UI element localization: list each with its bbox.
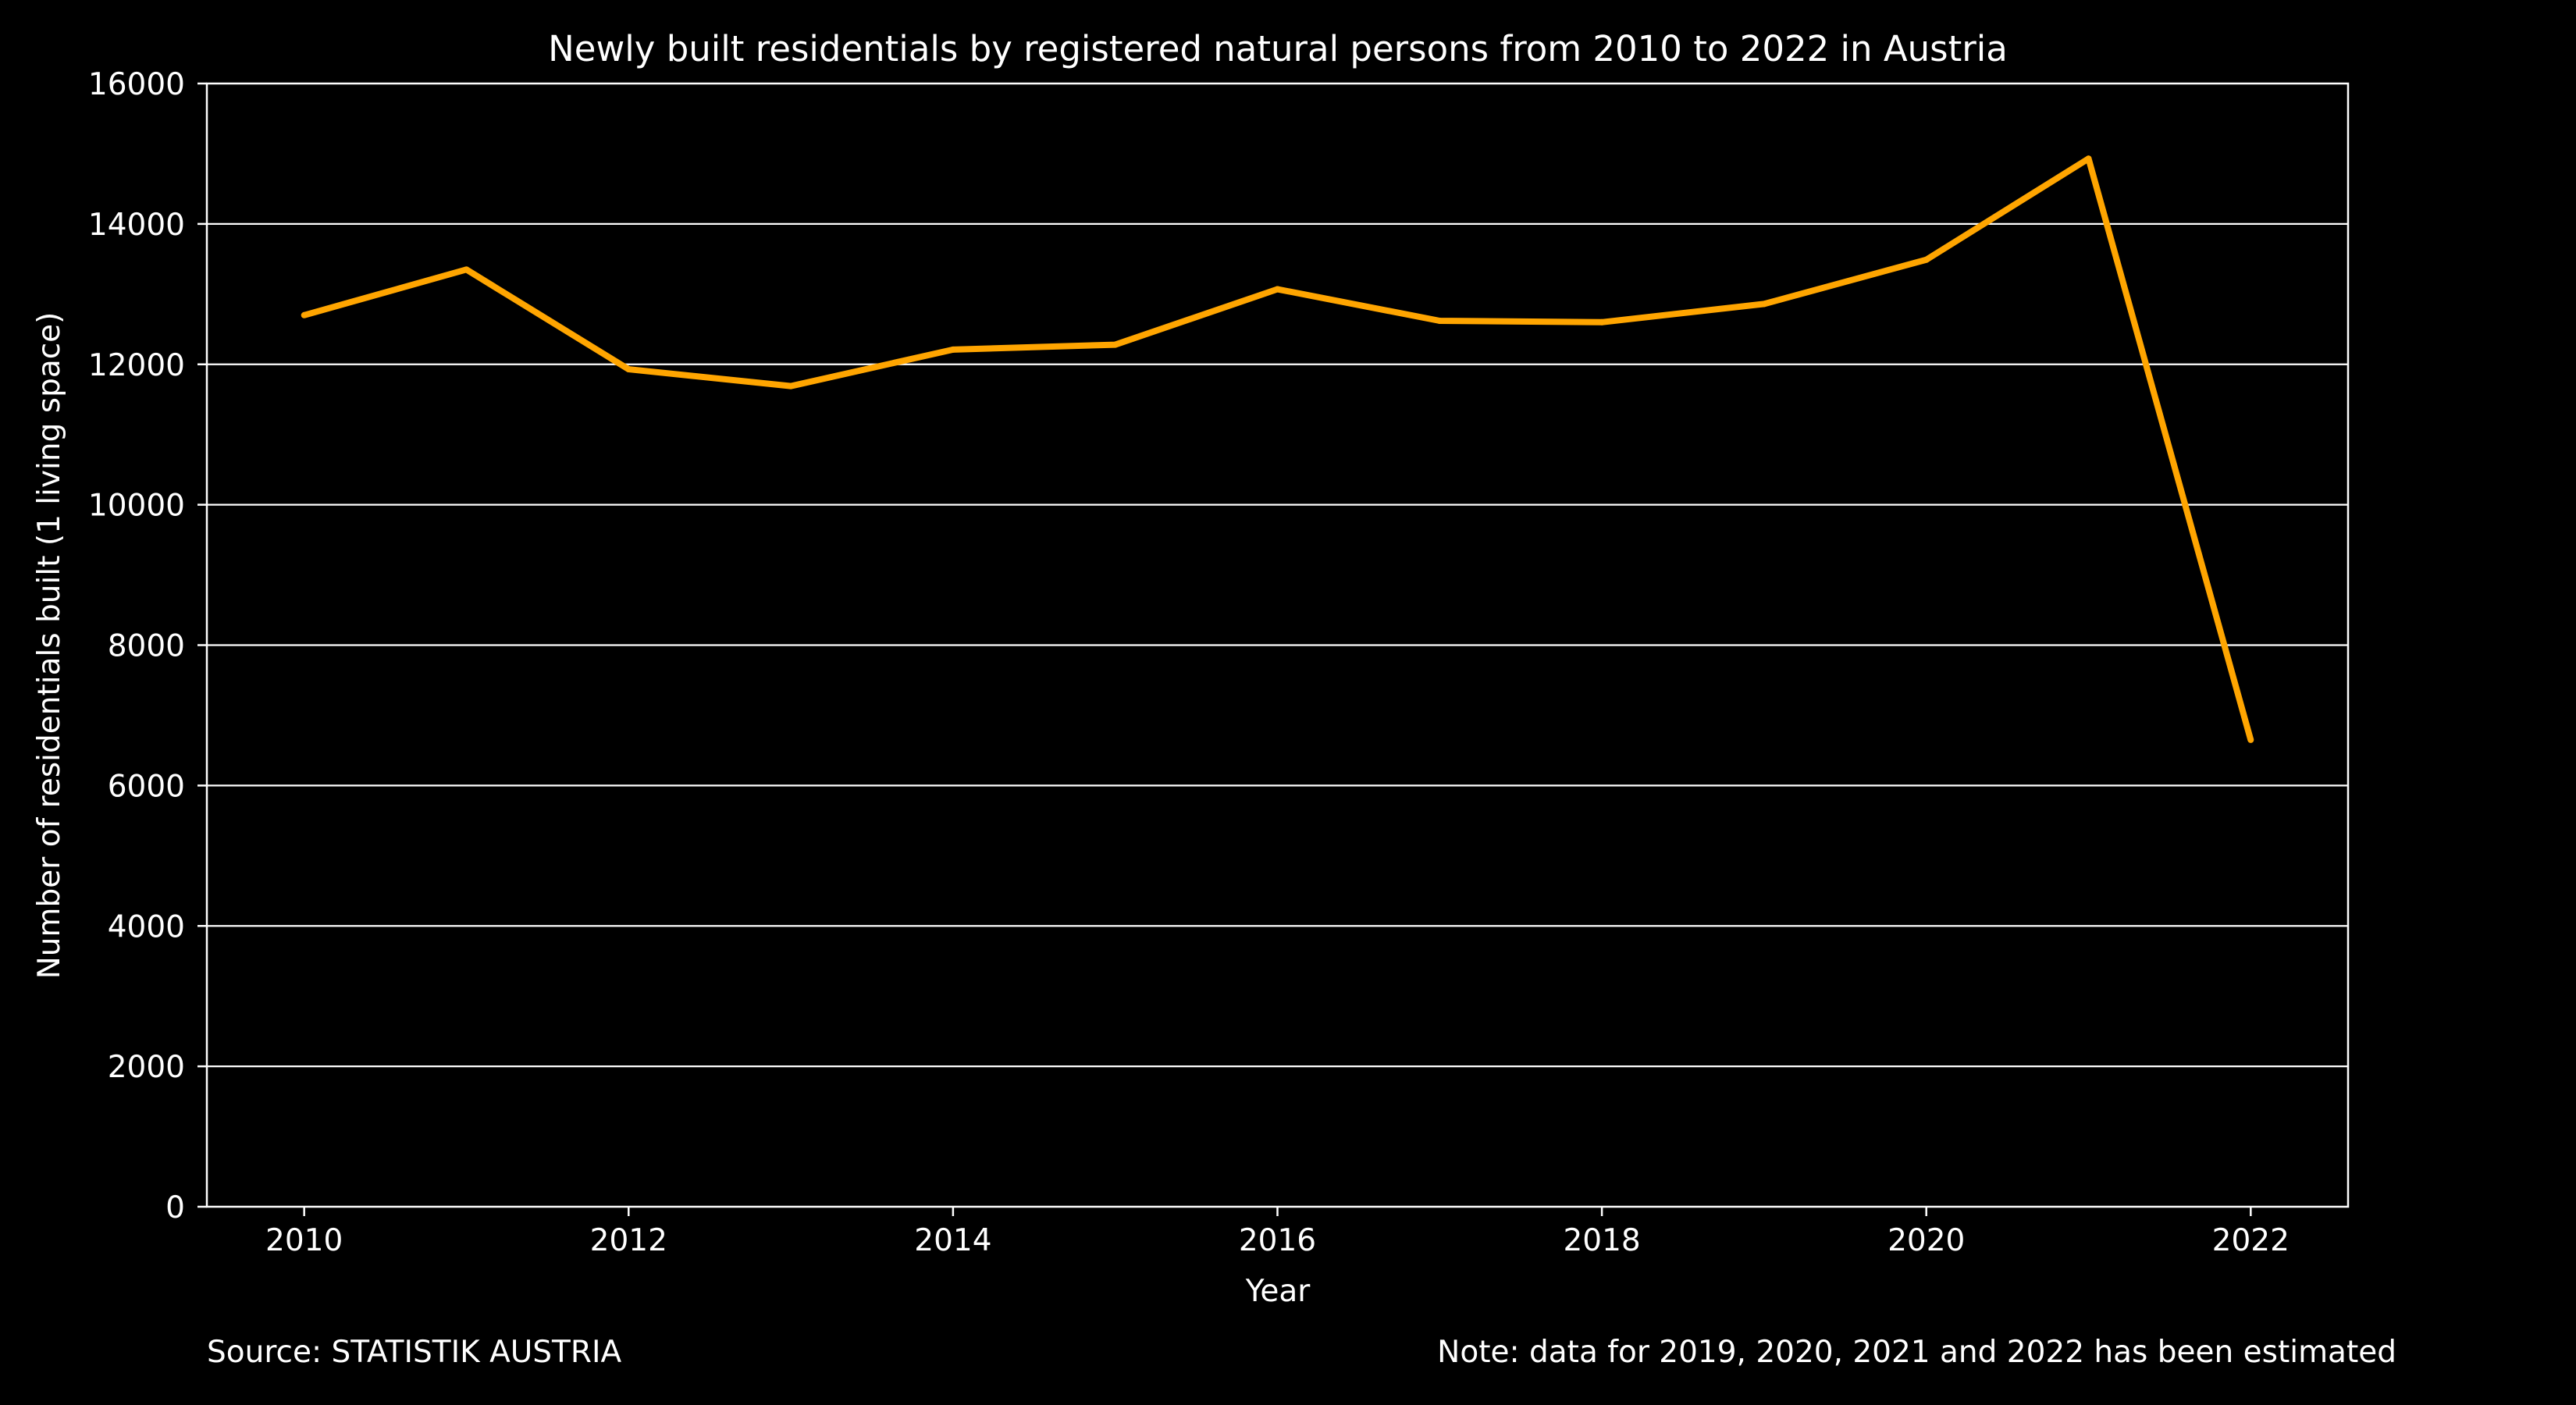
x-tick-label: 2012 — [590, 1223, 667, 1258]
data-point — [949, 346, 956, 353]
estimate-note: Note: data for 2019, 2020, 2021 and 2022… — [1437, 1335, 2396, 1370]
y-axis-ticks: 0 2000 4000 6000 8000 10000 12000 14000 16000 — [88, 67, 207, 1225]
x-tick-label: 2014 — [914, 1223, 991, 1258]
x-tick-label: 2020 — [1888, 1223, 1965, 1258]
x-axis-label: Year — [1245, 1274, 1311, 1309]
y-tick-label: 16000 — [88, 67, 185, 102]
plot-frame — [205, 82, 2350, 1208]
series-line — [303, 155, 2254, 741]
y-tick-label: 12000 — [88, 348, 185, 383]
series-layer — [301, 155, 2254, 743]
y-tick-label: 8000 — [108, 629, 185, 664]
y-tick-label: 14000 — [88, 208, 185, 243]
x-tick-label: 2022 — [2212, 1223, 2290, 1258]
y-tick-label: 4000 — [108, 909, 185, 944]
data-point — [1274, 286, 1281, 293]
data-point — [1436, 317, 1443, 324]
data-point — [625, 366, 632, 373]
x-axis-ticks: 2010 2012 2014 2016 2018 2020 2022 — [265, 1207, 2290, 1258]
data-point — [1112, 341, 1119, 348]
data-point — [463, 266, 470, 273]
data-point — [301, 311, 308, 318]
x-tick-label: 2018 — [1563, 1223, 1640, 1258]
data-point — [788, 382, 795, 389]
source-note: Source: STATISTIK AUSTRIA — [207, 1335, 621, 1370]
x-tick-label: 2010 — [265, 1223, 343, 1258]
y-tick-label: 2000 — [108, 1050, 185, 1085]
y-tick-label: 10000 — [88, 489, 185, 524]
grid-lines — [207, 222, 2348, 1068]
y-axis-label: Number of residentials built (1 living s… — [32, 312, 67, 980]
data-point — [2247, 736, 2254, 743]
y-tick-label: 6000 — [108, 769, 185, 804]
x-tick-label: 2016 — [1239, 1223, 1316, 1258]
chart-title: Newly built residentials by registered n… — [548, 28, 2008, 69]
y-tick-label: 0 — [165, 1190, 185, 1225]
data-point — [2085, 155, 2092, 162]
data-point — [1599, 318, 1606, 325]
data-point — [1760, 301, 1767, 308]
data-point — [1923, 256, 1930, 263]
